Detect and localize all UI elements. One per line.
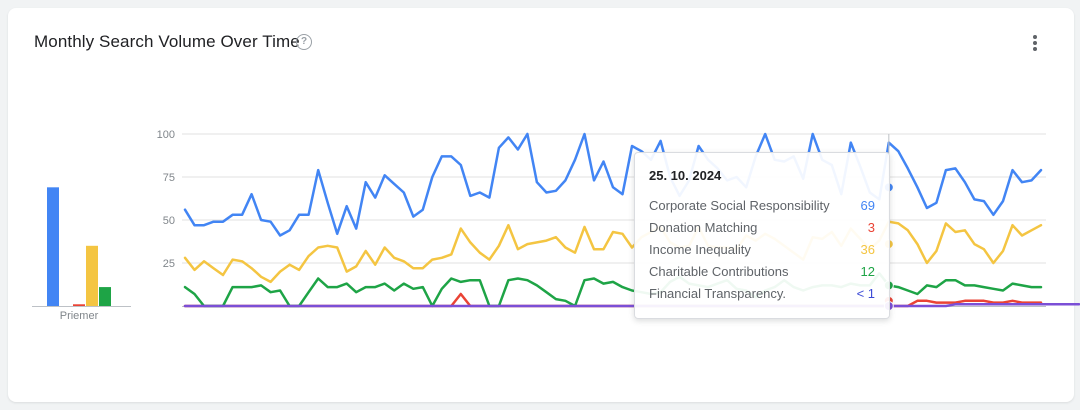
y-tick-label: 25 (163, 258, 175, 270)
more-dot (1033, 47, 1037, 51)
more-dot (1033, 35, 1037, 39)
avg-bar (86, 245, 98, 306)
series-line (183, 132, 1043, 237)
series-line (183, 292, 1043, 308)
series-line (183, 272, 1043, 308)
tooltip-label: Corporate Social Responsibility (649, 198, 830, 213)
tooltip-value: 3 (867, 220, 875, 235)
tooltip-date: 25. 10. 2024 (649, 168, 722, 183)
tooltip-row-income: Income Inequality 36 (649, 242, 875, 262)
more-vert-icon[interactable] (1025, 32, 1045, 54)
series-line (183, 220, 1043, 284)
avg-xlabel: Priemer (60, 310, 99, 322)
y-tick-label: 75 (163, 172, 175, 184)
y-tick-label: 50 (163, 215, 175, 227)
series-line (183, 303, 1080, 308)
tooltip-label: Income Inequality (649, 242, 751, 257)
tooltip-row-donation: Donation Matching 3 (649, 220, 875, 240)
tooltip-row-csr: Corporate Social Responsibility 69 (649, 198, 875, 218)
tooltip-value: 69 (860, 198, 875, 213)
tooltip-label: Charitable Contributions (649, 264, 789, 279)
chart-tooltip: 25. 10. 2024 Corporate Social Responsibi… (634, 152, 890, 319)
tooltip-value: 36 (860, 242, 875, 257)
tooltip-row-charitable: Charitable Contributions 12 (649, 264, 875, 284)
avg-bar (99, 287, 111, 306)
help-icon[interactable]: ? (296, 34, 312, 50)
chart-title: Monthly Search Volume Over Time (34, 32, 300, 51)
chart-card: Monthly Search Volume Over Time ? (8, 8, 1074, 402)
avg-bar (73, 304, 85, 306)
avg-bar (47, 187, 59, 306)
tooltip-row-transparency: Financial Transparency. < 1 (649, 286, 875, 306)
y-tick-label: 100 (157, 129, 175, 141)
tooltip-label: Donation Matching (649, 220, 758, 235)
tooltip-label: Financial Transparency. (649, 286, 787, 301)
more-dot (1033, 41, 1037, 45)
tooltip-value: < 1 (856, 286, 875, 301)
tooltip-value: 12 (860, 264, 875, 279)
